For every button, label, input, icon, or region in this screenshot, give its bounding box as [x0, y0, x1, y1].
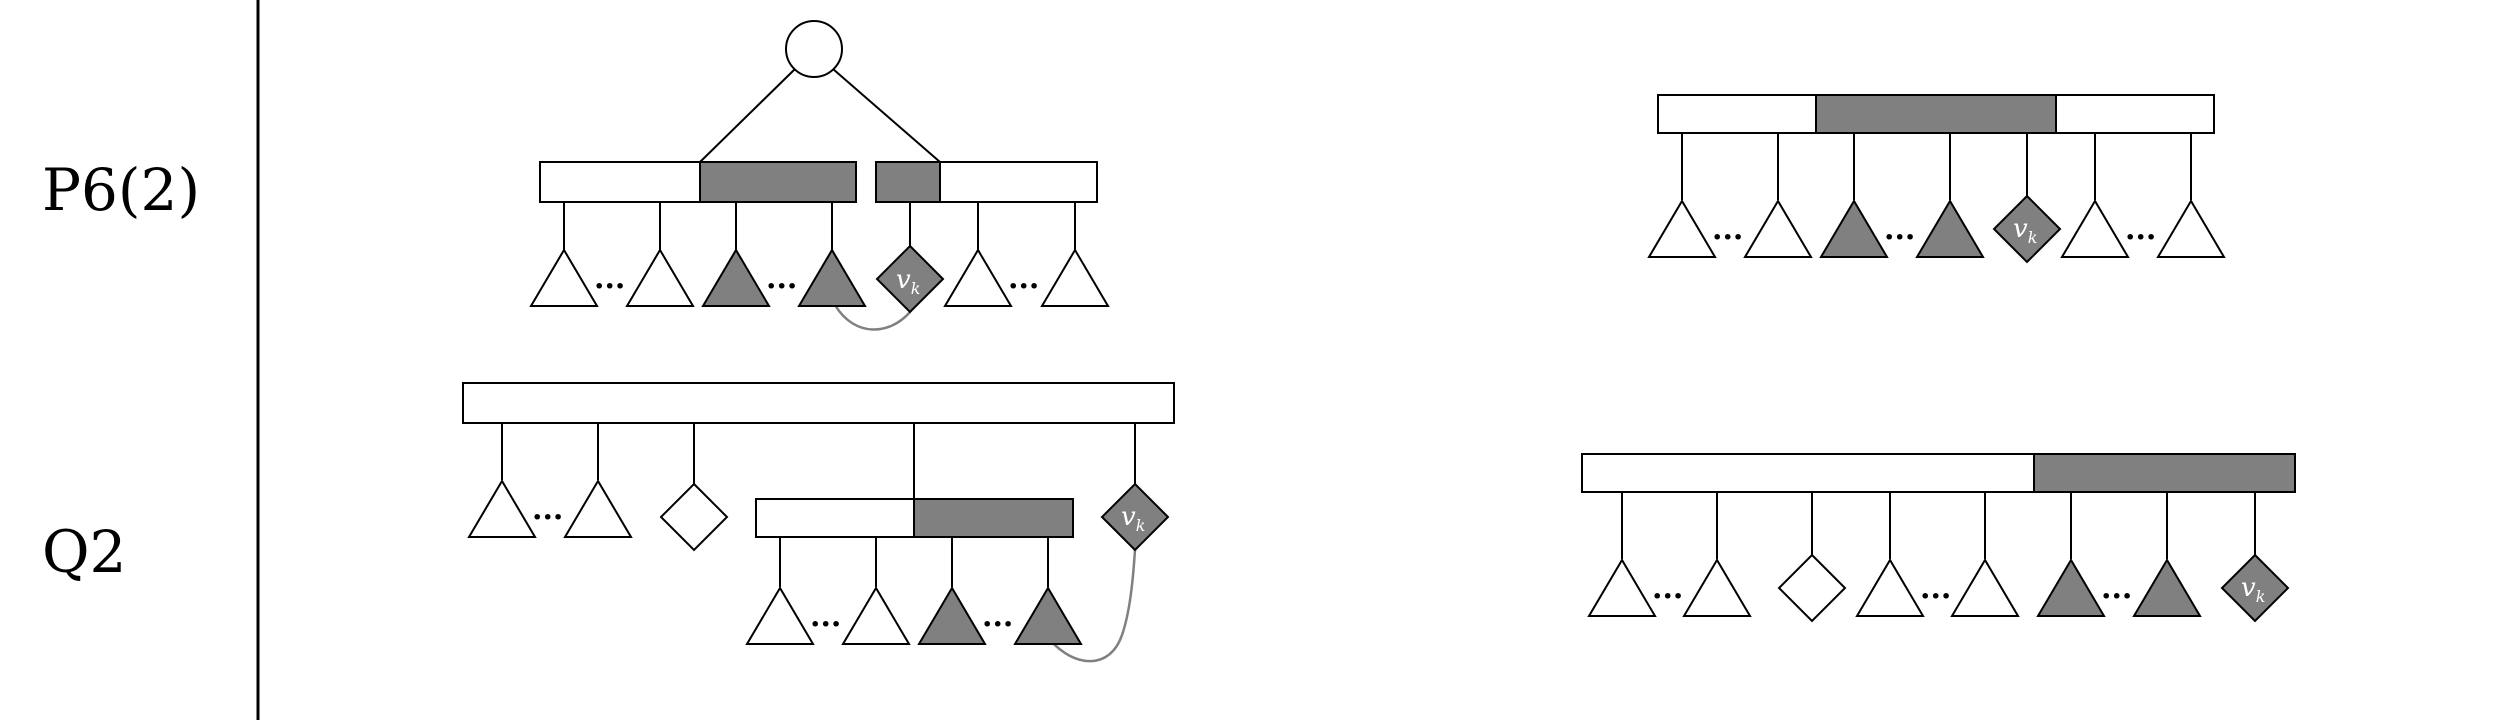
gray-triangle: [1916, 200, 1984, 258]
ellipsis-dots: ···: [2101, 579, 2132, 614]
gray-triangle: [918, 587, 986, 645]
ellipsis-dots: ···: [810, 607, 841, 642]
root-node: [785, 20, 843, 78]
white-triangle: [746, 587, 814, 645]
bar-white-segment: [1657, 94, 1817, 134]
white-triangle: [842, 587, 910, 645]
q2-left-tree: [462, 382, 1175, 663]
bar-white-segment: [539, 161, 701, 203]
white-triangle: [1588, 559, 1656, 617]
link-curve: [833, 304, 911, 331]
gray-triangle: [1014, 587, 1082, 645]
bar-gray-segment: [699, 161, 857, 203]
ellipsis-dots: ···: [1920, 579, 1951, 614]
ellipsis-dots: ···: [1712, 220, 1743, 255]
white-triangle: [1683, 559, 1751, 617]
white-triangle: [944, 249, 1012, 307]
gray-triangle: [798, 249, 866, 307]
bar-white-segment: [939, 161, 1098, 203]
gray-triangle: [2133, 559, 2201, 617]
bar-gray-segment: [1815, 94, 2057, 134]
white-triangle: [2061, 200, 2129, 258]
top-white-bar: [462, 382, 1175, 424]
ellipsis-dots: ···: [594, 269, 625, 304]
bar-gray-segment: [875, 161, 941, 203]
rule-label-p6-2: P6(2): [42, 156, 200, 224]
vk-label: vk: [896, 265, 920, 298]
bar-white-segment: [2055, 94, 2215, 134]
white-triangle: [1856, 559, 1924, 617]
q2-right-tree: [1581, 453, 2296, 559]
white-triangle: [468, 480, 536, 538]
ellipsis-dots: ···: [1652, 579, 1683, 614]
gray-triangle: [2037, 559, 2105, 617]
bar-white-segment: [755, 498, 915, 538]
white-diamond: [660, 483, 728, 551]
ellipsis-dots: ···: [1008, 269, 1039, 304]
vk-label: vk: [2013, 214, 2037, 247]
bar-gray-segment: [2033, 453, 2296, 493]
white-triangle: [1951, 559, 2019, 617]
bar-white-segment: [1581, 453, 2035, 493]
white-diamond: [1778, 554, 1846, 622]
gray-triangle: [702, 249, 770, 307]
ellipsis-dots: ···: [1884, 220, 1915, 255]
p6-right-tree: [1657, 94, 2215, 200]
white-triangle: [1744, 200, 1812, 258]
white-triangle: [530, 249, 598, 307]
link-curve: [1049, 549, 1137, 663]
ellipsis-dots: ···: [982, 607, 1013, 642]
gray-triangle: [1820, 200, 1888, 258]
p6-left-tree: [539, 20, 1098, 331]
white-triangle: [1041, 249, 1109, 307]
ellipsis-dots: ···: [532, 500, 563, 535]
ellipsis-dots: ···: [766, 269, 797, 304]
white-triangle: [626, 249, 694, 307]
ellipsis-dots: ···: [2125, 220, 2156, 255]
vk-label: vk: [2241, 573, 2265, 606]
white-triangle: [2157, 200, 2225, 258]
bar-gray-segment: [913, 498, 1074, 538]
white-triangle: [1648, 200, 1716, 258]
vk-label: vk: [1121, 502, 1145, 535]
rule-label-q2: Q2: [42, 518, 126, 586]
white-triangle: [564, 480, 632, 538]
